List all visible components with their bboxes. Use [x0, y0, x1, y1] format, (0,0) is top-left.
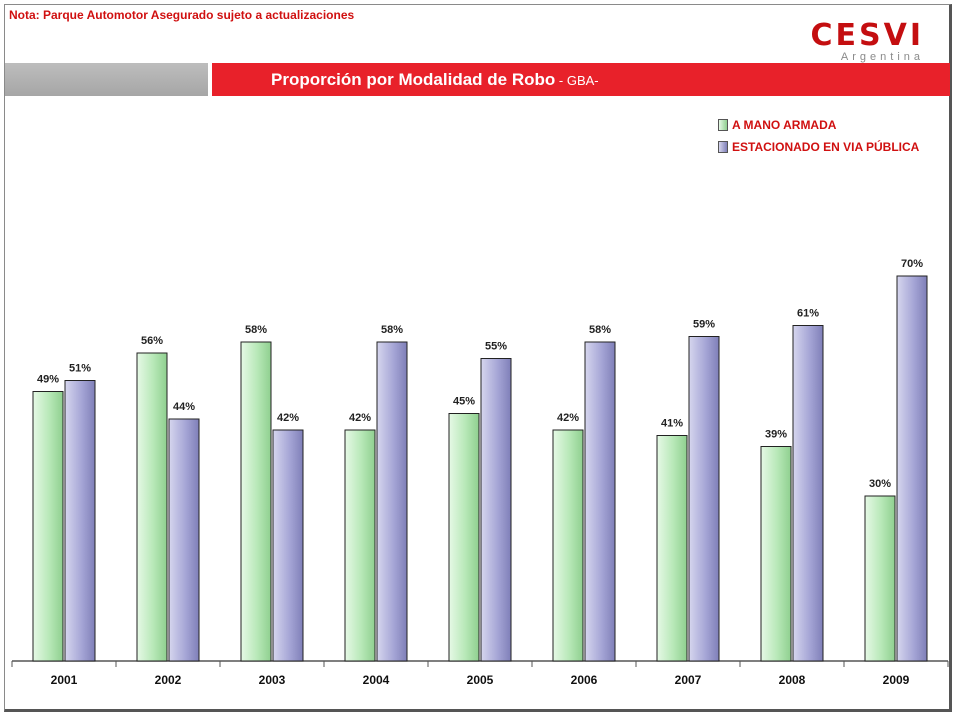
chart-legend: A MANO ARMADA ESTACIONADO EN VIA PÚBLICA [718, 114, 919, 158]
bar-via-publica-2006 [584, 341, 616, 662]
x-tick-label-2009: 2009 [883, 673, 910, 687]
bar-mano-armada-2005 [448, 413, 480, 662]
bar-mano-armada-2001 [32, 391, 64, 662]
data-label-mano-armada-2004: 42% [349, 412, 371, 424]
slide-frame [4, 4, 952, 712]
bar-mano-armada-2004 [344, 429, 376, 662]
legend-item-2: ESTACIONADO EN VIA PÚBLICA [718, 136, 919, 158]
data-label-mano-armada-2009: 30% [869, 478, 891, 490]
legend-swatch-green [718, 119, 728, 131]
x-tick-label-2007: 2007 [675, 673, 702, 687]
legend-swatch-purple [718, 141, 728, 153]
data-label-mano-armada-2007: 41% [661, 418, 683, 430]
bar-mano-armada-2006 [552, 429, 584, 662]
bar-via-publica-2004 [376, 341, 408, 662]
bar-mano-armada-2009 [864, 495, 896, 662]
x-tick-label-2003: 2003 [259, 673, 286, 687]
bar-via-publica-2009 [896, 275, 928, 662]
page-title-sub: - GBA- [555, 73, 599, 88]
bar-mano-armada-2008 [760, 446, 792, 662]
data-label-via-publica-2007: 59% [693, 319, 715, 331]
bar-mano-armada-2007 [656, 435, 688, 662]
note-text: Nota: Parque Automotor Asegurado sujeto … [9, 8, 355, 22]
data-label-mano-armada-2003: 58% [245, 324, 267, 336]
data-label-via-publica-2002: 44% [173, 401, 195, 413]
data-label-via-publica-2001: 51% [69, 363, 91, 375]
data-label-mano-armada-2008: 39% [765, 429, 787, 441]
legend-label-1: A MANO ARMADA [732, 118, 837, 132]
bar-via-publica-2005 [480, 358, 512, 662]
x-tick-label-2006: 2006 [571, 673, 598, 687]
legend-item-1: A MANO ARMADA [718, 114, 919, 136]
logo-main-text: CESVI [810, 18, 924, 53]
data-label-via-publica-2008: 61% [797, 308, 819, 320]
x-tick-label-2002: 2002 [155, 673, 182, 687]
bar-via-publica-2001 [64, 380, 96, 662]
data-label-mano-armada-2005: 45% [453, 396, 475, 408]
header-band-grey [5, 63, 208, 96]
data-label-via-publica-2009: 70% [901, 258, 923, 270]
bar-via-publica-2008 [792, 325, 824, 662]
header-band-red [212, 63, 950, 96]
page-title-main: Proporción por Modalidad de Robo [271, 70, 556, 89]
data-label-mano-armada-2002: 56% [141, 335, 163, 347]
bar-via-publica-2003 [272, 429, 304, 662]
data-label-via-publica-2003: 42% [277, 412, 299, 424]
data-label-via-publica-2006: 58% [589, 324, 611, 336]
data-label-via-publica-2005: 55% [485, 341, 507, 353]
logo-sub-text: Argentina [840, 51, 924, 63]
page-title: Proporción por Modalidad de Robo - GBA- [271, 70, 599, 90]
data-label-via-publica-2004: 58% [381, 324, 403, 336]
data-label-mano-armada-2006: 42% [557, 412, 579, 424]
bar-via-publica-2007 [688, 336, 720, 662]
x-tick-label-2004: 2004 [363, 673, 390, 687]
x-tick-label-2008: 2008 [779, 673, 806, 687]
bar-via-publica-2002 [168, 418, 200, 662]
x-tick-label-2001: 2001 [51, 673, 78, 687]
data-label-mano-armada-2001: 49% [37, 374, 59, 386]
x-tick-label-2005: 2005 [467, 673, 494, 687]
cesvi-logo: CESVI Argentina [810, 18, 925, 64]
bar-mano-armada-2003 [240, 341, 272, 662]
legend-label-2: ESTACIONADO EN VIA PÚBLICA [732, 140, 920, 154]
bar-mano-armada-2002 [136, 352, 168, 662]
